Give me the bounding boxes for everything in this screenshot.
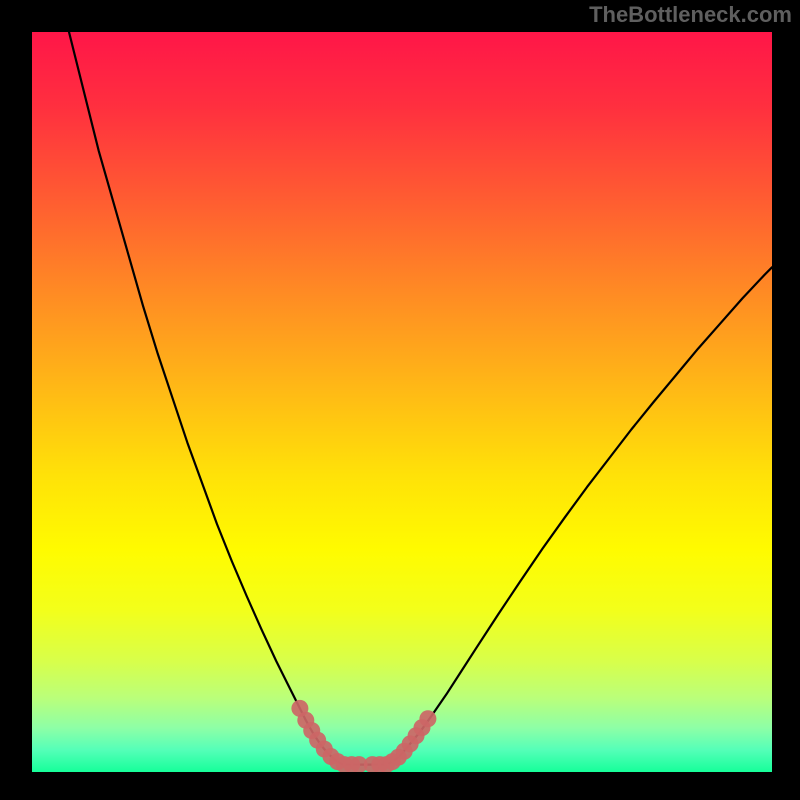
curve-right: [387, 267, 772, 764]
plot-area: [32, 32, 772, 772]
markers-right: [364, 710, 437, 772]
marker-dot: [419, 710, 436, 727]
curve-overlay: [32, 32, 772, 772]
watermark-text: TheBottleneck.com: [589, 2, 792, 28]
markers-left: [291, 700, 367, 772]
curve-left: [69, 32, 343, 765]
